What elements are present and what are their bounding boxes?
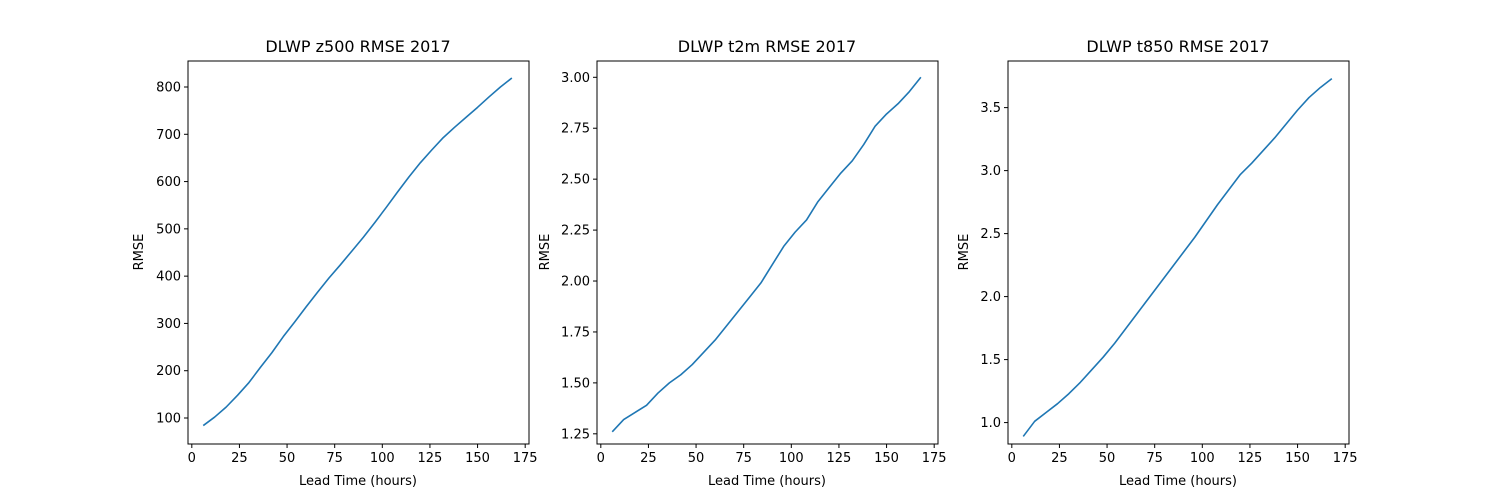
rmse-series-line <box>202 77 513 427</box>
y-tick-label: 1.75 <box>561 325 590 340</box>
t2m-rmse-chart: DLWP t2m RMSE 2017 0 25 50 75 100 125 150 175 1.… <box>538 37 947 489</box>
y-tick-label: 2.75 <box>561 122 590 137</box>
y-tick-label: 3.5 <box>980 101 1001 116</box>
x-tick-label: 75 <box>326 451 343 466</box>
chart-title: DLWP t2m RMSE 2017 <box>678 37 856 56</box>
x-tick-label: 0 <box>1008 451 1016 466</box>
x-tick-label: 25 <box>1051 451 1068 466</box>
x-axis-label: Lead Time (hours) <box>299 474 417 489</box>
axes-frame <box>596 60 939 445</box>
x-axis-label: Lead Time (hours) <box>1119 474 1237 489</box>
rmse-series-line <box>1022 78 1333 437</box>
y-tick-label: 700 <box>156 128 181 143</box>
y-tick-label: 2.0 <box>980 290 1001 305</box>
y-tick-label: 3.00 <box>561 71 590 86</box>
plot-area: 0 25 50 75 100 125 150 175 1.0 1.5 2.0 2.5 3.0 3.5 <box>980 78 1358 466</box>
y-tick-label: 2.50 <box>561 173 590 188</box>
y-tick-label: 1.25 <box>561 427 590 442</box>
axes-frame <box>187 60 530 445</box>
y-tick-label: 2.25 <box>561 224 590 239</box>
rmse-series-line <box>611 76 922 433</box>
y-tick-label: 100 <box>156 411 181 426</box>
y-tick-label: 1.0 <box>980 416 1001 431</box>
y-tick-label: 500 <box>156 222 181 237</box>
y-tick-label: 3.0 <box>980 164 1001 179</box>
y-axis-label: RMSE <box>957 234 972 271</box>
x-tick-label: 150 <box>874 451 899 466</box>
x-tick-label: 25 <box>640 451 657 466</box>
y-tick-label: 2.5 <box>980 227 1001 242</box>
y-axis-label: RMSE <box>538 234 553 271</box>
x-tick-label: 50 <box>279 451 296 466</box>
x-tick-label: 125 <box>827 451 852 466</box>
plot-area: 0 25 50 75 100 125 150 175 100 200 300 400 500 600 700… <box>156 77 538 466</box>
x-tick-label: 175 <box>1333 451 1358 466</box>
y-tick-label: 800 <box>156 81 181 96</box>
x-tick-label: 175 <box>513 451 538 466</box>
x-tick-label: 150 <box>465 451 490 466</box>
y-tick-label: 200 <box>156 364 181 379</box>
t850-rmse-chart: DLWP t850 RMSE 2017 0 25 50 75 100 125 150 175 1… <box>957 37 1358 489</box>
x-tick-label: 125 <box>1238 451 1263 466</box>
axes-frame <box>1007 60 1350 445</box>
x-tick-label: 150 <box>1285 451 1310 466</box>
x-tick-label: 0 <box>597 451 605 466</box>
x-tick-label: 50 <box>1099 451 1116 466</box>
y-tick-label: 1.50 <box>561 376 590 391</box>
y-tick-label: 1.5 <box>980 353 1001 368</box>
chart-title: DLWP t850 RMSE 2017 <box>1086 37 1269 56</box>
x-axis-label: Lead Time (hours) <box>708 474 826 489</box>
y-tick-label: 2.00 <box>561 275 590 290</box>
x-tick-label: 25 <box>231 451 248 466</box>
chart-title: DLWP z500 RMSE 2017 <box>265 37 450 56</box>
plot-area: 0 25 50 75 100 125 150 175 1.25 1.50 1.75 2.00 2.25 2… <box>561 71 947 466</box>
y-tick-label: 600 <box>156 175 181 190</box>
x-tick-label: 0 <box>188 451 196 466</box>
y-tick-label: 300 <box>156 317 181 332</box>
x-tick-label: 50 <box>688 451 705 466</box>
x-tick-label: 125 <box>418 451 443 466</box>
z500-rmse-chart: DLWP z500 RMSE 2017 0 25 50 75 100 125 150 175 1… <box>132 37 538 489</box>
x-tick-label: 100 <box>370 451 395 466</box>
y-axis-label: RMSE <box>132 234 147 271</box>
x-tick-label: 75 <box>735 451 752 466</box>
x-tick-label: 100 <box>1190 451 1215 466</box>
x-tick-label: 100 <box>779 451 804 466</box>
y-tick-label: 400 <box>156 270 181 285</box>
x-tick-label: 175 <box>922 451 947 466</box>
x-tick-label: 75 <box>1146 451 1163 466</box>
